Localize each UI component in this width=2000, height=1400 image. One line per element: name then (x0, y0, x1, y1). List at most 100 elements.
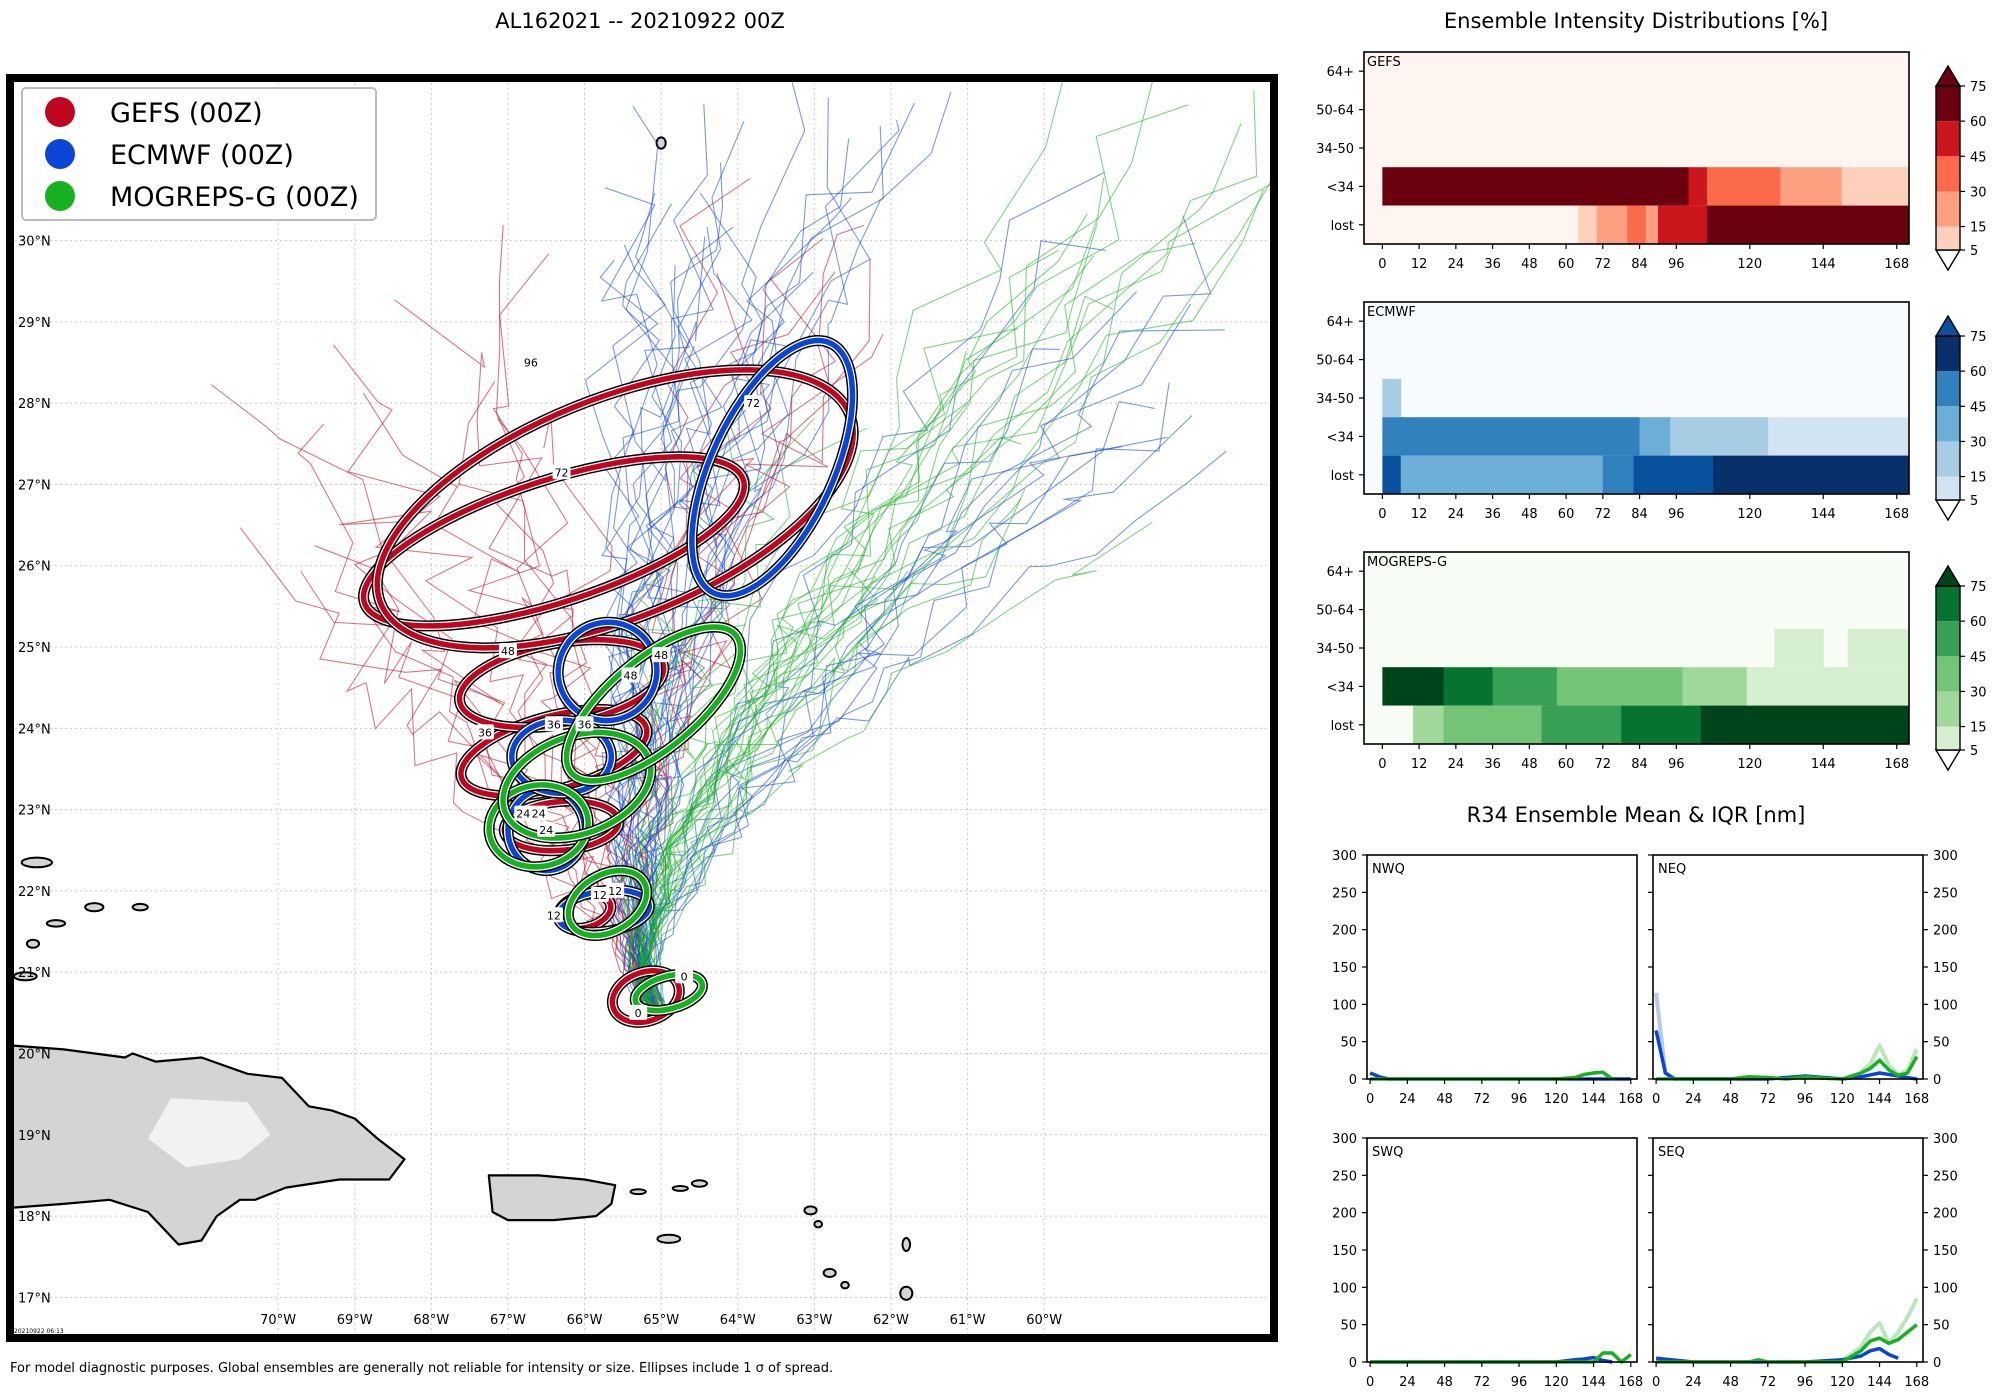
colorbar-tick-label: 15 (1970, 721, 1987, 736)
mogreps-member-track (637, 165, 1274, 1006)
r34-y-tick-label: 0 (1349, 1356, 1357, 1371)
gefs-ellipse-0h (609, 968, 683, 1026)
r34-y-tick-label: 100 (1933, 1281, 1958, 1296)
small-island (20, 856, 54, 869)
colorbar-segment (1936, 336, 1960, 372)
r34-x-tick-label: 168 (1618, 1375, 1643, 1390)
ellipse-label-bg (475, 724, 494, 740)
heatmap-cell (1700, 705, 1910, 744)
legend-marker (45, 139, 75, 169)
colorbar-segment (1936, 156, 1960, 192)
heatmap-x-tick-label: 144 (1811, 257, 1836, 272)
legend-label: GEFS (00Z) (110, 98, 263, 129)
r34-y-tick-label: 250 (1332, 1169, 1357, 1184)
r34-plot-area (1367, 855, 1637, 1079)
small-island (131, 902, 149, 912)
map-lon-tick-label: 60°W (1026, 1313, 1062, 1328)
r34-x-tick-label: 0 (1366, 1092, 1374, 1107)
r34-panel-label: NEQ (1658, 862, 1686, 877)
colorbar-frame (1935, 85, 1961, 251)
heatmap-cell (1382, 417, 1641, 456)
heatmap-cell (1670, 417, 1769, 456)
r34-y-tick-label: 50 (1340, 1319, 1357, 1334)
r34-y-tick-label: 250 (1933, 886, 1958, 901)
r34-x-tick-label: 120 (1544, 1375, 1569, 1390)
colorbar-segment (1936, 86, 1960, 122)
r34-x-tick-label: 48 (1436, 1375, 1453, 1390)
r34-plot-area (1367, 1138, 1637, 1362)
heatmap-x-tick-label: 48 (1521, 257, 1538, 272)
map-lat-tick-label: 24°N (18, 722, 51, 737)
figure-title: AL162021 -- 20210922 00Z (495, 9, 784, 33)
heatmap-x-tick-label: 24 (1448, 257, 1465, 272)
colorbar-frame (1935, 585, 1961, 751)
r34-x-tick-label: 48 (1436, 1092, 1453, 1107)
r34-panel-nwq: NWQ 0 24 48 72 96 120 144 168 0 50 100 150 200 250 300 (1332, 849, 1643, 1107)
heatmap-cell (1382, 667, 1445, 706)
ellipse-label-bg (521, 354, 540, 370)
map-lon-tick-label: 67°W (490, 1313, 526, 1328)
hispaniola-highlands (147, 1098, 271, 1168)
heatmap-x-tick-label: 96 (1668, 757, 1685, 772)
mogreps-member-track (631, 427, 868, 1006)
map-lat-tick-label: 19°N (18, 1129, 51, 1144)
ellipse-hour-label: 12 (608, 885, 622, 898)
heatmap-panel-label: MOGREPS-G (1367, 555, 1447, 570)
colorbar-segment (1936, 656, 1960, 692)
ellipse-label-bg (606, 882, 625, 898)
map-lat-tick-label: 23°N (18, 804, 51, 819)
legend-box (21, 87, 377, 221)
colorbar-tick-label: 75 (1970, 330, 1987, 345)
heatmap-x-tick-label: 36 (1484, 507, 1501, 522)
colorbar-segment (1936, 586, 1960, 622)
ellipse-hour-label: 0 (635, 1007, 642, 1020)
r34-x-tick-label: 168 (1904, 1375, 1929, 1390)
heatmap-cell (1382, 705, 1414, 744)
heatmap-x-tick-label: 60 (1558, 757, 1575, 772)
map-lon-tick-label: 70°W (260, 1313, 296, 1328)
colorbar-tick-label: 5 (1970, 744, 1978, 759)
colorbar-tick-label: 45 (1970, 150, 1987, 165)
heatmap-row-label: 34-50 (1316, 392, 1354, 407)
colorbar-segment (1936, 121, 1960, 157)
colorbar-under-arrow (1934, 499, 1962, 522)
map-legend: GEFS (00Z) ECMWF (00Z) MOGREPS-G (00Z) (21, 87, 377, 221)
r34-y-tick-label: 300 (1933, 849, 1958, 864)
heatmap-cell (1746, 667, 1910, 706)
map-tick-labels: 70°W 69°W 68°W 67°W 66°W 65°W 64°W 63°W 62°W 61°W… (18, 235, 1062, 1328)
map-lat-tick-label: 27°N (18, 478, 51, 493)
r34-x-tick-label: 72 (1760, 1375, 1777, 1390)
r34-panel-label: SWQ (1372, 1145, 1403, 1160)
heatmap-x-tick-label: 168 (1884, 757, 1909, 772)
ellipse-label-bg (514, 805, 533, 821)
heatmap-ecmwf: 64+ 50-64 34-50 <34 lost ECMWF 0 12 24 36 48 60 72 84… (1316, 301, 1987, 522)
heatmap-x-tick-label: 36 (1484, 757, 1501, 772)
heatmap-x-tick-label: 168 (1884, 507, 1909, 522)
r34-y-tick-label: 200 (1933, 924, 1958, 939)
ellipse-hour-label: 24 (516, 808, 530, 821)
colorbar-over-arrow (1934, 64, 1962, 87)
r34-series-mogreps_iqr (1841, 1297, 1919, 1363)
colorbar-tick-label: 60 (1970, 615, 1987, 630)
heatmap-frame (1363, 301, 1910, 495)
map-lon-tick-label: 64°W (720, 1313, 756, 1328)
heatmap-row-label: 34-50 (1316, 142, 1354, 157)
mogreps-member-track (628, 242, 1196, 1002)
ellipse-label-bg (590, 886, 609, 902)
r34-x-tick-label: 144 (1581, 1092, 1606, 1107)
r34-x-tick-label: 144 (1867, 1092, 1892, 1107)
r34-y-tick-label: 0 (1933, 1073, 1941, 1088)
heatmap-x-tick-label: 12 (1411, 507, 1428, 522)
ellipse-hour-label: 48 (654, 649, 668, 662)
map-lon-tick-label: 69°W (337, 1313, 373, 1328)
mogreps-ellipse-0h (632, 971, 706, 1014)
r34-x-tick-label: 120 (1830, 1092, 1855, 1107)
intensity-heatmaps: 64+ 50-64 34-50 <34 lost GEFS 0 12 24 36 48 60 72 84 9… (1316, 51, 1987, 772)
heatmap-cell (1412, 705, 1445, 744)
small-island (84, 902, 105, 913)
heatmap-row-label: 34-50 (1316, 642, 1354, 657)
ellipse-label-bg (652, 647, 671, 663)
heatmap-row-label: lost (1331, 719, 1354, 734)
r34-x-tick-label: 24 (1685, 1092, 1702, 1107)
heatmap-x-tick-label: 72 (1595, 757, 1612, 772)
